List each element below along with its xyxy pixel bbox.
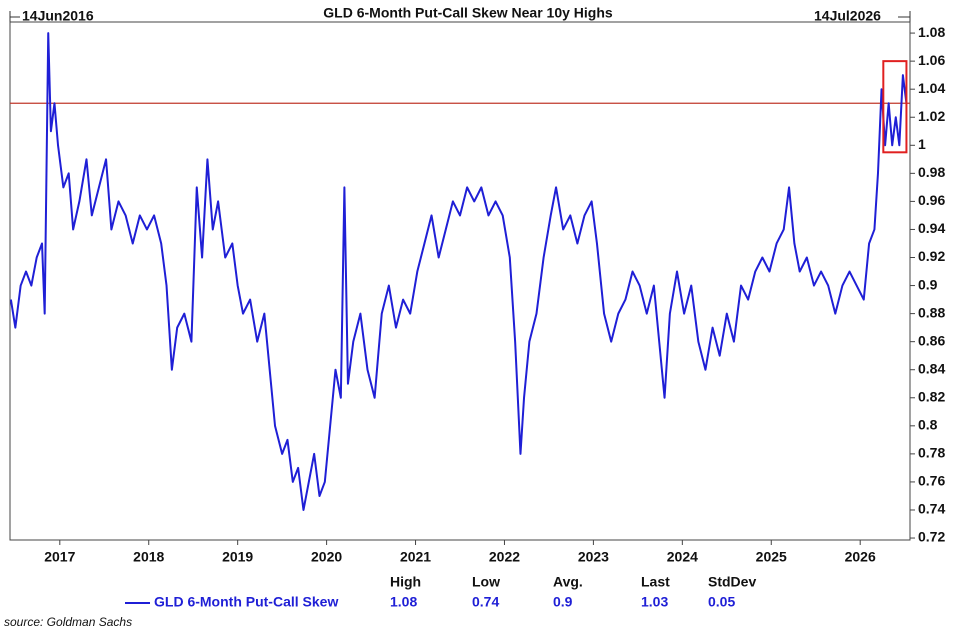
x-tick-label: 2023 — [578, 549, 609, 565]
x-tick-label: 2021 — [400, 549, 431, 565]
y-tick-label: 1 — [918, 136, 926, 152]
stat-value: 1.08 — [390, 594, 417, 610]
y-tick-label: 1.04 — [918, 80, 945, 96]
y-tick-label: 0.94 — [918, 220, 945, 236]
x-tick-label: 2024 — [667, 549, 698, 565]
y-tick-label: 0.88 — [918, 304, 945, 320]
stat-value: 0.9 — [553, 594, 573, 610]
y-tick-label: 1.06 — [918, 52, 945, 68]
y-tick-label: 0.8 — [918, 417, 938, 433]
x-tick-label: 2017 — [44, 549, 75, 565]
end-date-label: 14Jul2026 — [814, 8, 881, 24]
x-tick-label: 2026 — [845, 549, 876, 565]
stat-header: High — [390, 574, 421, 590]
plot-frame — [9, 21, 911, 541]
y-tick-label: 1.08 — [918, 24, 945, 40]
source: source: Goldman Sachs — [4, 615, 132, 629]
y-tick-label: 0.74 — [918, 501, 945, 517]
y-tick-label: 1.02 — [918, 108, 945, 124]
highlight-box — [882, 60, 908, 154]
y-tick-label: 0.72 — [918, 529, 945, 545]
stat-value: 0.05 — [708, 594, 735, 610]
x-tick-label: 2025 — [756, 549, 787, 565]
y-tick-label: 0.9 — [918, 276, 938, 292]
y-tick-label: 0.96 — [918, 192, 945, 208]
y-tick-label: 0.86 — [918, 332, 945, 348]
y-tick-label: 0.76 — [918, 473, 945, 489]
x-tick-label: 2022 — [489, 549, 520, 565]
chart-title: GLD 6-Month Put-Call Skew Near 10y Highs — [323, 5, 613, 21]
stat-header: StdDev — [708, 574, 756, 590]
x-tick-label: 2020 — [311, 549, 342, 565]
x-tick-label: 2018 — [133, 549, 164, 565]
legend-label: GLD 6-Month Put-Call Skew — [154, 594, 338, 610]
stat-value: 0.74 — [472, 594, 499, 610]
y-tick-label: 0.78 — [918, 445, 945, 461]
stat-header: Avg. — [553, 574, 583, 590]
stat-header: Low — [472, 574, 500, 590]
y-tick-label: 0.84 — [918, 360, 945, 376]
start-date-label: 14Jun2016 — [22, 8, 94, 24]
y-tick-label: 0.92 — [918, 248, 945, 264]
stat-header: Last — [641, 574, 670, 590]
y-tick-label: 0.82 — [918, 388, 945, 404]
series-line — [9, 32, 908, 511]
y-tick-label: 0.98 — [918, 164, 945, 180]
stat-value: 1.03 — [641, 594, 668, 610]
x-tick-label: 2019 — [222, 549, 253, 565]
